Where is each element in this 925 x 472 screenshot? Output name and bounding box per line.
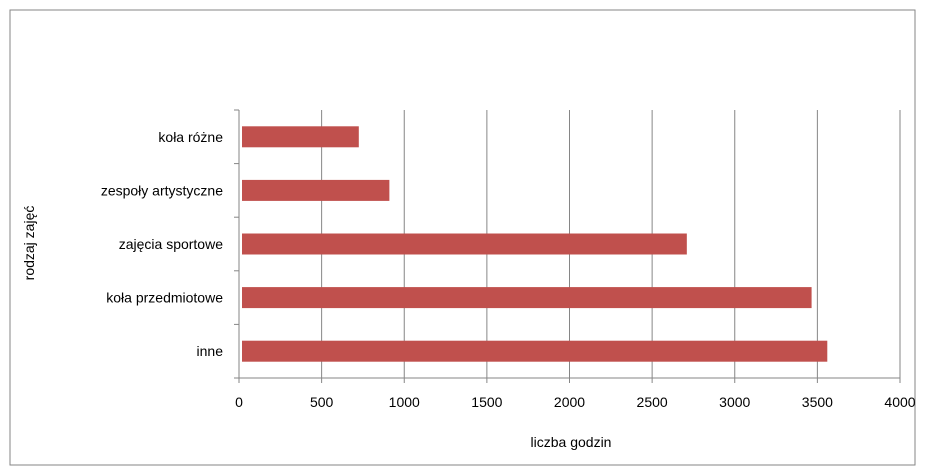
x-axis-title: liczba godzin	[531, 434, 612, 450]
x-tick-label: 500	[310, 394, 334, 410]
category-label: koła różne	[158, 129, 223, 145]
x-tick-label: 2500	[637, 394, 668, 410]
bar	[242, 179, 390, 201]
labels: 0 500 1000 1500 2000 2500 3000 3500 4000 koła róż…	[101, 129, 916, 410]
bar	[242, 126, 359, 148]
bar	[242, 233, 687, 255]
x-tick-label: 3000	[719, 394, 750, 410]
bar	[242, 287, 812, 309]
category-label: zajęcia sportowe	[119, 236, 223, 252]
x-tick-label: 0	[235, 394, 243, 410]
axes	[234, 109, 901, 383]
x-tick-label: 1500	[471, 394, 502, 410]
bar	[242, 340, 828, 362]
category-label: inne	[197, 343, 224, 359]
category-label: zespoły artystyczne	[101, 182, 223, 198]
y-axis-title: rodzaj zajęć	[21, 206, 37, 281]
x-tick-label: 4000	[884, 394, 915, 410]
bars	[242, 126, 828, 362]
x-tick-label: 2000	[554, 394, 585, 410]
category-label: koła przedmiotowe	[106, 290, 223, 306]
x-tick-label: 3500	[802, 394, 833, 410]
x-tick-label: 1000	[389, 394, 420, 410]
